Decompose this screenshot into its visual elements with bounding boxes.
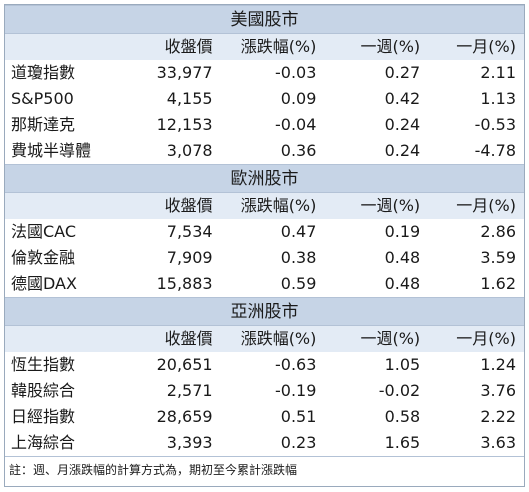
week-value: 1.65	[316, 430, 421, 457]
section-title: 美國股市	[5, 5, 524, 34]
month-value: 1.24	[420, 352, 524, 378]
week-value: -0.02	[316, 378, 421, 404]
header-month: 一月(%)	[420, 192, 524, 219]
month-value: -0.53	[420, 112, 524, 138]
month-value: 2.22	[420, 404, 524, 430]
section-header-europe: 歐洲股市	[5, 164, 524, 193]
column-header-row: 收盤價 漲跌幅(%) 一週(%) 一月(%)	[5, 33, 524, 60]
index-name: 德國DAX	[5, 271, 109, 298]
section-header-us: 美國股市	[5, 5, 524, 34]
table-row: 韓股綜合 2,571 -0.19 -0.02 3.76	[5, 378, 524, 404]
close-value: 7,534	[108, 219, 213, 245]
table-row: 日經指數 28,659 0.51 0.58 2.22	[5, 404, 524, 430]
table-row: 德國DAX 15,883 0.59 0.48 1.62	[5, 271, 524, 298]
header-change: 漲跌幅(%)	[212, 33, 317, 60]
index-name: 法國CAC	[5, 219, 109, 245]
close-value: 2,571	[108, 378, 213, 404]
close-value: 3,078	[108, 138, 213, 165]
change-value: 0.36	[212, 138, 317, 165]
change-value: 0.59	[212, 271, 317, 298]
market-table-panel: 美國股市 收盤價 漲跌幅(%) 一週(%) 一月(%) 道瓊指數 33,977 …	[4, 4, 525, 487]
change-value: 0.09	[212, 86, 317, 112]
index-name: S&P500	[5, 86, 109, 112]
index-name: 倫敦金融	[5, 245, 109, 271]
column-header-row: 收盤價 漲跌幅(%) 一週(%) 一月(%)	[5, 325, 524, 352]
month-value: 1.62	[420, 271, 524, 298]
table-row: 法國CAC 7,534 0.47 0.19 2.86	[5, 219, 524, 245]
week-value: 1.05	[316, 352, 421, 378]
header-month: 一月(%)	[420, 33, 524, 60]
section-title: 亞洲股市	[5, 297, 524, 326]
table-row: 那斯達克 12,153 -0.04 0.24 -0.53	[5, 112, 524, 138]
table-row: S&P500 4,155 0.09 0.42 1.13	[5, 86, 524, 112]
week-value: 0.27	[316, 60, 421, 86]
section-header-asia: 亞洲股市	[5, 297, 524, 326]
header-change: 漲跌幅(%)	[212, 325, 317, 352]
change-value: -0.19	[212, 378, 317, 404]
close-value: 33,977	[108, 60, 213, 86]
change-value: -0.63	[212, 352, 317, 378]
change-value: -0.04	[212, 112, 317, 138]
table-row: 上海綜合 3,393 0.23 1.65 3.63	[5, 430, 524, 457]
index-name: 韓股綜合	[5, 378, 109, 404]
index-name: 道瓊指數	[5, 60, 109, 86]
month-value: 1.13	[420, 86, 524, 112]
close-value: 15,883	[108, 271, 213, 298]
close-value: 4,155	[108, 86, 213, 112]
table-row: 恆生指數 20,651 -0.63 1.05 1.24	[5, 352, 524, 378]
footnote-row: 註：週、月漲跌幅的計算方式為，期初至今累計漲跌幅	[5, 456, 524, 483]
month-value: 2.86	[420, 219, 524, 245]
column-header-row: 收盤價 漲跌幅(%) 一週(%) 一月(%)	[5, 192, 524, 219]
change-value: 0.47	[212, 219, 317, 245]
month-value: 3.59	[420, 245, 524, 271]
index-name: 恆生指數	[5, 352, 109, 378]
footnote: 註：週、月漲跌幅的計算方式為，期初至今累計漲跌幅	[5, 456, 524, 483]
month-value: -4.78	[420, 138, 524, 165]
header-name	[5, 33, 109, 60]
header-week: 一週(%)	[316, 325, 421, 352]
index-name: 日經指數	[5, 404, 109, 430]
header-month: 一月(%)	[420, 325, 524, 352]
header-change: 漲跌幅(%)	[212, 192, 317, 219]
month-value: 2.11	[420, 60, 524, 86]
index-name: 那斯達克	[5, 112, 109, 138]
week-value: 0.24	[316, 112, 421, 138]
close-value: 20,651	[108, 352, 213, 378]
change-value: 0.51	[212, 404, 317, 430]
week-value: 0.48	[316, 245, 421, 271]
change-value: 0.23	[212, 430, 317, 457]
header-week: 一週(%)	[316, 33, 421, 60]
table-row: 倫敦金融 7,909 0.38 0.48 3.59	[5, 245, 524, 271]
header-week: 一週(%)	[316, 192, 421, 219]
week-value: 0.24	[316, 138, 421, 165]
table-row: 費城半導體 3,078 0.36 0.24 -4.78	[5, 138, 524, 165]
header-name	[5, 192, 109, 219]
change-value: 0.38	[212, 245, 317, 271]
header-close: 收盤價	[108, 192, 213, 219]
month-value: 3.63	[420, 430, 524, 457]
close-value: 7,909	[108, 245, 213, 271]
index-name: 費城半導體	[5, 138, 109, 165]
week-value: 0.48	[316, 271, 421, 298]
close-value: 12,153	[108, 112, 213, 138]
change-value: -0.03	[212, 60, 317, 86]
close-value: 28,659	[108, 404, 213, 430]
close-value: 3,393	[108, 430, 213, 457]
table-row: 道瓊指數 33,977 -0.03 0.27 2.11	[5, 60, 524, 86]
month-value: 3.76	[420, 378, 524, 404]
header-name	[5, 325, 109, 352]
header-close: 收盤價	[108, 33, 213, 60]
market-table: 美國股市 收盤價 漲跌幅(%) 一週(%) 一月(%) 道瓊指數 33,977 …	[5, 5, 524, 483]
week-value: 0.58	[316, 404, 421, 430]
week-value: 0.19	[316, 219, 421, 245]
week-value: 0.42	[316, 86, 421, 112]
section-title: 歐洲股市	[5, 164, 524, 193]
header-close: 收盤價	[108, 325, 213, 352]
index-name: 上海綜合	[5, 430, 109, 457]
